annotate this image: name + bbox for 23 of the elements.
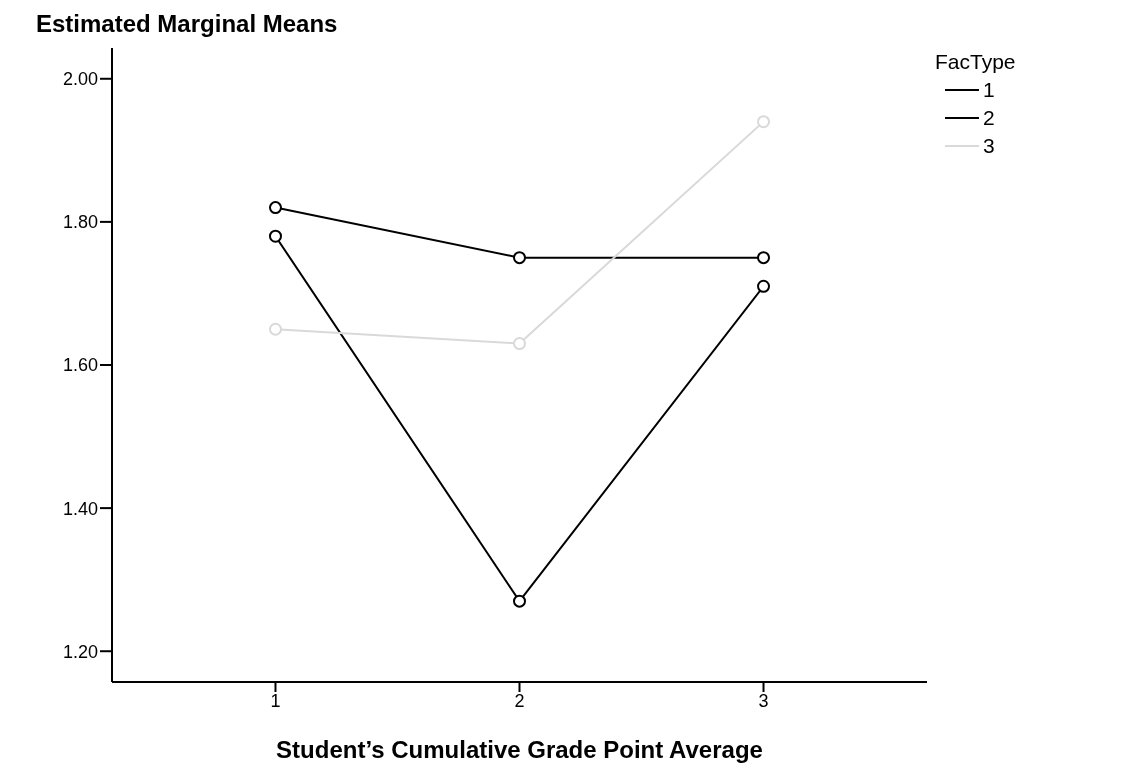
y-tick-label: 1.60 bbox=[62, 355, 98, 376]
legend-label: 3 bbox=[983, 133, 995, 159]
legend-title: FacType bbox=[935, 49, 1017, 75]
point bbox=[513, 337, 526, 351]
point bbox=[513, 594, 526, 608]
y-tick-label: 1.40 bbox=[62, 498, 98, 519]
y-tick-label: 1.20 bbox=[62, 641, 98, 662]
chart-title: Estimated Marginal Means bbox=[36, 10, 338, 38]
point bbox=[513, 251, 526, 265]
y-tick-label: 1.80 bbox=[62, 212, 98, 233]
point bbox=[757, 251, 771, 265]
legend-label: 2 bbox=[983, 105, 995, 131]
legend-label: 1 bbox=[983, 77, 995, 103]
point bbox=[757, 279, 771, 293]
point bbox=[268, 201, 282, 215]
x-tick-label: 1 bbox=[270, 690, 281, 711]
point bbox=[268, 229, 282, 243]
point bbox=[757, 115, 771, 129]
x-tick-label: 3 bbox=[758, 690, 769, 711]
y-tick-label: 2.00 bbox=[62, 69, 98, 90]
x-axis-title: Student’s Cumulative Grade Point Average bbox=[276, 736, 763, 763]
point bbox=[268, 322, 282, 336]
x-tick-label: 2 bbox=[514, 690, 525, 711]
